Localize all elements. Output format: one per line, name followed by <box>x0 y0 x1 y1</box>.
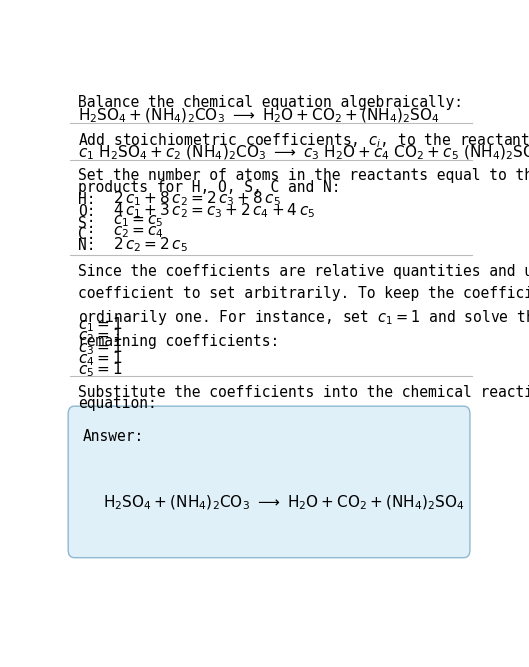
Text: $\mathrm{H_2SO_4 + (NH_4)_2CO_3 \ \longrightarrow \ H_2O + CO_2 + (NH_4)_2SO_4}$: $\mathrm{H_2SO_4 + (NH_4)_2CO_3 \ \longr… <box>78 107 440 125</box>
Text: Balance the chemical equation algebraically:: Balance the chemical equation algebraica… <box>78 95 463 111</box>
Text: $c_2 = c_4$: $c_2 = c_4$ <box>113 224 164 240</box>
Text: equation:: equation: <box>78 396 157 412</box>
Text: O:: O: <box>78 204 96 219</box>
Text: Since the coefficients are relative quantities and underdetermined, choose a
coe: Since the coefficients are relative quan… <box>78 264 529 349</box>
Text: $c_2 = 1$: $c_2 = 1$ <box>78 327 123 346</box>
Text: C:: C: <box>78 227 96 242</box>
Text: $\mathrm{H_2SO_4 + (NH_4)_2CO_3 \ \longrightarrow \ H_2O + CO_2 + (NH_4)_2SO_4}$: $\mathrm{H_2SO_4 + (NH_4)_2CO_3 \ \longr… <box>103 494 465 512</box>
Text: H:: H: <box>78 192 96 207</box>
Text: $2\,c_2 = 2\,c_5$: $2\,c_2 = 2\,c_5$ <box>113 235 188 254</box>
Text: $c_3 = 1$: $c_3 = 1$ <box>78 338 123 357</box>
Text: $c_1 = c_5$: $c_1 = c_5$ <box>113 213 164 229</box>
Text: Substitute the coefficients into the chemical reaction to obtain the balanced: Substitute the coefficients into the che… <box>78 385 529 400</box>
Text: products for H, O, S, C and N:: products for H, O, S, C and N: <box>78 179 341 195</box>
Text: $c_1 = 1$: $c_1 = 1$ <box>78 315 123 334</box>
Text: Set the number of atoms in the reactants equal to the number of atoms in the: Set the number of atoms in the reactants… <box>78 168 529 183</box>
Text: Add stoichiometric coefficients, $c_i$, to the reactants and products:: Add stoichiometric coefficients, $c_i$, … <box>78 131 529 150</box>
Text: $c_4 = 1$: $c_4 = 1$ <box>78 349 123 368</box>
Text: S:: S: <box>78 215 96 231</box>
Text: $c_1\ \mathrm{H_2SO_4} + c_2\ \mathrm{(NH_4)_2CO_3}\ \longrightarrow\ c_3\ \math: $c_1\ \mathrm{H_2SO_4} + c_2\ \mathrm{(N… <box>78 143 529 162</box>
Text: $2\,c_1 + 8\,c_2 = 2\,c_3 + 8\,c_5$: $2\,c_1 + 8\,c_2 = 2\,c_3 + 8\,c_5$ <box>113 189 281 208</box>
Text: $c_5 = 1$: $c_5 = 1$ <box>78 360 123 379</box>
Text: $4\,c_1 + 3\,c_2 = c_3 + 2\,c_4 + 4\,c_5$: $4\,c_1 + 3\,c_2 = c_3 + 2\,c_4 + 4\,c_5… <box>113 201 315 221</box>
Text: Answer:: Answer: <box>83 430 144 444</box>
FancyBboxPatch shape <box>68 406 470 558</box>
Text: N:: N: <box>78 238 96 253</box>
